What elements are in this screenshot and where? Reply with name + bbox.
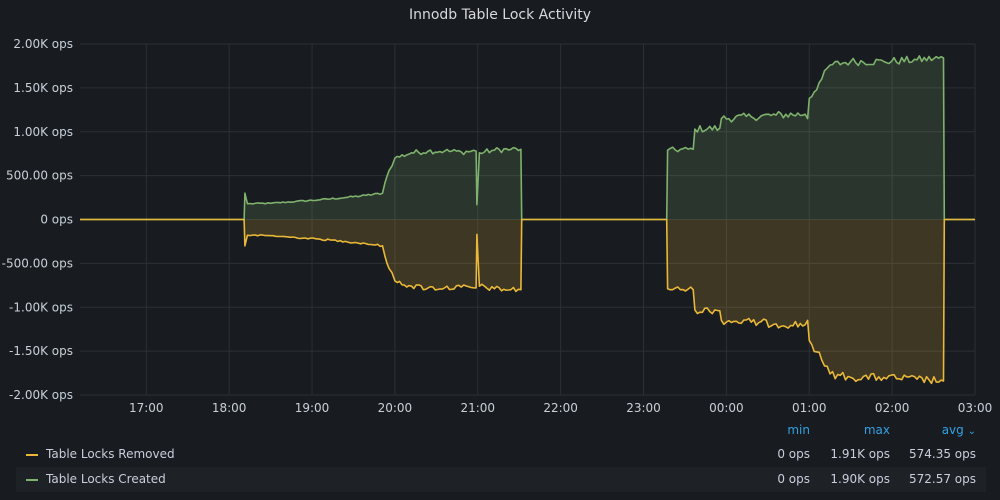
panel-title[interactable]: Innodb Table Lock Activity bbox=[408, 7, 592, 23]
x-tick-label: 17:00 bbox=[129, 401, 164, 415]
y-tick-label: 2.00K ops bbox=[13, 37, 73, 51]
y-tick-label: -500.00 ops bbox=[2, 256, 73, 270]
legend-series-name[interactable]: Table Locks Removed bbox=[46, 447, 175, 461]
x-tick-label: 22:00 bbox=[543, 401, 578, 415]
y-tick-label: 1.00K ops bbox=[13, 125, 73, 139]
y-tick-label: -2.00K ops bbox=[9, 388, 73, 402]
x-tick-label: 00:00 bbox=[709, 401, 744, 415]
legend-row-created[interactable]: Table Locks Created 0 ops 1.90K ops 572.… bbox=[16, 467, 986, 492]
y-tick-label: 1.50K ops bbox=[13, 81, 73, 95]
x-tick-label: 23:00 bbox=[626, 401, 661, 415]
series-line-table-locks-removed bbox=[80, 218, 975, 385]
x-tick-label: 20:00 bbox=[378, 401, 413, 415]
legend-avg-value: 574.35 ops bbox=[908, 447, 976, 461]
legend-series-name[interactable]: Table Locks Created bbox=[46, 472, 166, 486]
x-tick-label: 21:00 bbox=[460, 401, 495, 415]
x-tick-label: 19:00 bbox=[295, 401, 330, 415]
legend-sort-avg-label: avg bbox=[941, 423, 964, 437]
legend-swatch-removed bbox=[26, 454, 38, 456]
legend-sort-min[interactable]: min bbox=[787, 423, 810, 437]
legend-header: min max avg ⌄ bbox=[16, 420, 986, 442]
series-area-table-locks-created bbox=[80, 55, 975, 220]
chevron-down-icon: ⌄ bbox=[967, 426, 976, 437]
x-tick-label: 01:00 bbox=[792, 401, 827, 415]
y-tick-label: -1.50K ops bbox=[9, 344, 73, 358]
legend-min-value: 0 ops bbox=[777, 447, 810, 461]
y-tick-label: 0 ops bbox=[40, 213, 73, 227]
legend-swatch-created bbox=[26, 479, 38, 481]
legend-sort-max[interactable]: max bbox=[863, 423, 890, 437]
legend-avg-value: 572.57 ops bbox=[908, 472, 976, 486]
x-tick-label: 18:00 bbox=[212, 401, 247, 415]
x-tick-label: 03:00 bbox=[958, 401, 993, 415]
time-series-chart[interactable]: 2.00K ops 1.50K ops 1.00K ops 500.00 ops 0 o… bbox=[0, 0, 1000, 415]
legend-max-value: 1.91K ops bbox=[830, 447, 890, 461]
y-axis: 2.00K ops 1.50K ops 1.00K ops 500.00 ops 0 o… bbox=[2, 37, 73, 402]
legend-sort-avg[interactable]: avg ⌄ bbox=[896, 423, 976, 437]
legend-min-value: 0 ops bbox=[777, 472, 810, 486]
y-tick-label: 500.00 ops bbox=[6, 169, 73, 183]
legend: min max avg ⌄ Table Locks Removed 0 ops … bbox=[16, 420, 986, 492]
chart-lines bbox=[80, 55, 975, 385]
series-area-table-locks-removed bbox=[80, 219, 975, 384]
y-tick-label: -1.00K ops bbox=[9, 300, 73, 314]
chart-areas bbox=[80, 55, 975, 384]
x-axis: 17:00 18:00 19:00 20:00 21:00 22:00 23:00 00:00… bbox=[129, 401, 992, 415]
x-tick-label: 02:00 bbox=[875, 401, 910, 415]
legend-row-removed[interactable]: Table Locks Removed 0 ops 1.91K ops 574.… bbox=[16, 442, 986, 467]
legend-max-value: 1.90K ops bbox=[830, 472, 890, 486]
